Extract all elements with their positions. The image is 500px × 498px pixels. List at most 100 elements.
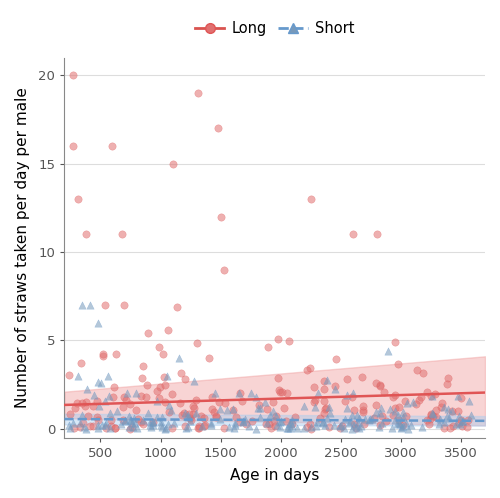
Point bbox=[426, 415, 434, 423]
Point bbox=[440, 403, 448, 411]
Point bbox=[69, 419, 77, 427]
Point bbox=[200, 421, 208, 429]
Point bbox=[448, 407, 456, 415]
Point bbox=[131, 419, 139, 427]
Point bbox=[142, 393, 150, 401]
Point bbox=[127, 416, 135, 424]
Point bbox=[352, 424, 360, 432]
Point bbox=[376, 409, 384, 417]
Point bbox=[457, 393, 465, 401]
Point bbox=[262, 420, 270, 428]
Point bbox=[428, 392, 436, 400]
Point bbox=[198, 422, 205, 430]
Point bbox=[278, 388, 286, 396]
Point bbox=[320, 385, 328, 393]
Point bbox=[336, 421, 344, 429]
Point bbox=[144, 409, 152, 417]
Point bbox=[436, 415, 444, 423]
Point bbox=[391, 407, 399, 415]
Point bbox=[276, 423, 284, 431]
Point bbox=[395, 403, 403, 411]
Point bbox=[432, 390, 440, 398]
Point bbox=[322, 404, 330, 412]
Point bbox=[268, 407, 276, 415]
Point bbox=[390, 416, 398, 424]
Point bbox=[66, 423, 74, 431]
Point bbox=[344, 375, 351, 383]
Point bbox=[370, 414, 378, 422]
Point bbox=[402, 412, 410, 420]
Point bbox=[189, 402, 197, 410]
Point bbox=[161, 381, 169, 389]
Point bbox=[324, 403, 332, 411]
Point bbox=[220, 424, 228, 432]
Point bbox=[336, 424, 344, 432]
Point bbox=[455, 419, 463, 427]
Point bbox=[182, 424, 190, 432]
Point bbox=[454, 407, 462, 415]
Point bbox=[312, 418, 320, 426]
Point bbox=[93, 413, 101, 421]
Point bbox=[316, 414, 324, 422]
Point bbox=[332, 385, 340, 393]
Point bbox=[303, 423, 311, 431]
Point bbox=[353, 411, 361, 419]
Point bbox=[304, 366, 312, 374]
Point bbox=[272, 412, 280, 420]
Point bbox=[354, 418, 362, 426]
Point bbox=[276, 418, 284, 426]
Point bbox=[266, 411, 274, 419]
Point bbox=[190, 404, 198, 412]
Point bbox=[168, 424, 176, 432]
Point bbox=[184, 413, 192, 421]
Point bbox=[307, 425, 315, 433]
Point bbox=[256, 404, 264, 412]
Point bbox=[234, 389, 242, 397]
Point bbox=[274, 335, 282, 343]
Point bbox=[144, 329, 152, 337]
Point bbox=[412, 400, 420, 408]
Point bbox=[354, 424, 362, 432]
Point bbox=[118, 416, 126, 424]
Point bbox=[256, 413, 264, 421]
Point bbox=[230, 405, 237, 413]
Point bbox=[80, 419, 88, 427]
Point bbox=[156, 343, 164, 351]
Point bbox=[248, 417, 256, 425]
Point bbox=[225, 423, 233, 431]
Point bbox=[291, 413, 299, 421]
Point bbox=[449, 422, 457, 430]
Point bbox=[414, 367, 422, 374]
Point bbox=[356, 414, 364, 422]
Point bbox=[192, 396, 200, 404]
Point bbox=[174, 354, 182, 362]
Point bbox=[344, 419, 352, 427]
Point bbox=[161, 425, 169, 433]
Point bbox=[112, 424, 120, 432]
Point bbox=[376, 382, 384, 390]
Point bbox=[86, 301, 94, 309]
Point bbox=[138, 363, 146, 371]
Point bbox=[102, 419, 110, 427]
Point bbox=[384, 347, 392, 355]
Point bbox=[272, 421, 280, 429]
Point bbox=[287, 419, 295, 427]
Point bbox=[236, 389, 244, 397]
Point bbox=[126, 425, 134, 433]
Point bbox=[76, 360, 84, 368]
Point bbox=[306, 420, 314, 428]
Point bbox=[393, 420, 401, 428]
Point bbox=[105, 392, 113, 400]
Point bbox=[359, 408, 367, 416]
Point bbox=[216, 213, 224, 221]
Point bbox=[158, 418, 166, 426]
Point bbox=[280, 404, 288, 412]
Point bbox=[82, 398, 90, 406]
Point bbox=[220, 399, 228, 407]
Point bbox=[73, 399, 81, 407]
Point bbox=[100, 301, 108, 309]
Point bbox=[444, 412, 452, 420]
Point bbox=[118, 231, 126, 239]
Point bbox=[398, 422, 406, 430]
Point bbox=[149, 418, 157, 426]
